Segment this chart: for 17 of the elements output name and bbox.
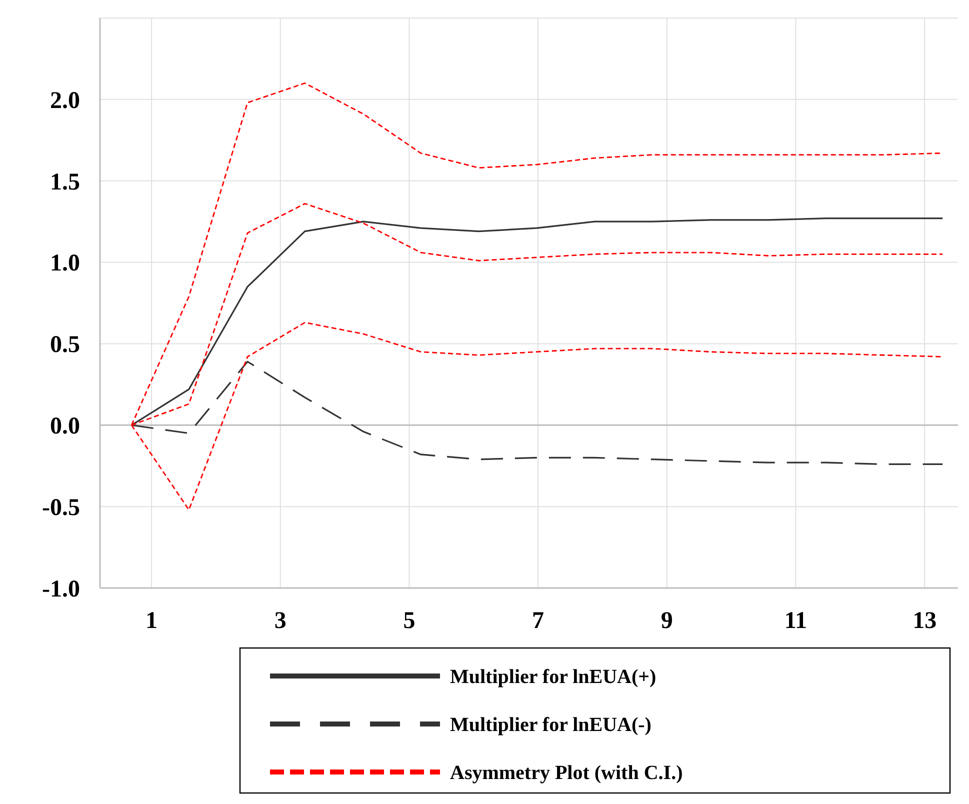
y-tick-label: -1.0: [42, 576, 80, 602]
legend-label: Multiplier for lnEUA(-): [450, 714, 652, 736]
y-tick-label: 2.0: [50, 88, 80, 114]
x-tick-label: 5: [403, 608, 416, 634]
y-tick-label: 0.5: [50, 332, 80, 358]
legend-label: Asymmetry Plot (with C.I.): [450, 762, 683, 784]
y-tick-label: 1.5: [50, 169, 80, 196]
x-tick-label: 13: [912, 608, 937, 634]
y-tick-label: 0.0: [50, 414, 80, 440]
x-tick-label: 9: [660, 608, 673, 634]
x-tick-label: 1: [146, 608, 158, 634]
x-tick-label: 11: [784, 608, 808, 634]
x-tick-label: 7: [532, 608, 544, 634]
y-tick-label: 1.0: [50, 250, 80, 277]
legend-label: Multiplier for lnEUA(+): [450, 666, 656, 688]
x-tick-label: 3: [274, 608, 286, 634]
y-tick-label: -0.5: [42, 494, 80, 521]
